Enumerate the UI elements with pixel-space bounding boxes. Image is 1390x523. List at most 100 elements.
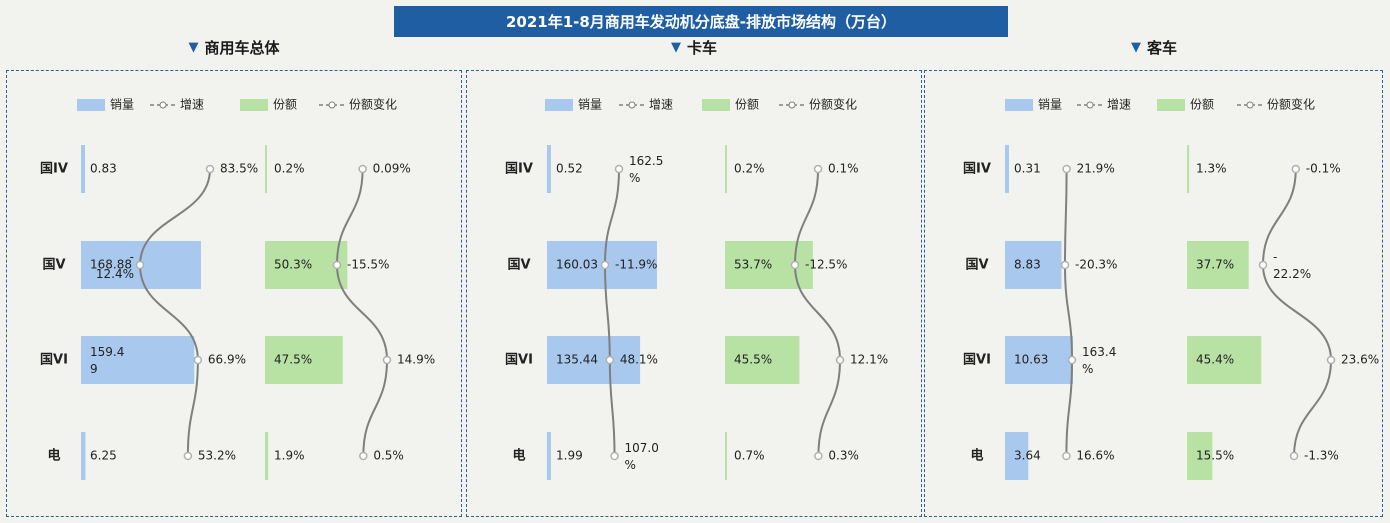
share-bar [725, 145, 727, 193]
share-change-point [332, 260, 342, 270]
growth-point [605, 355, 615, 365]
share-change-point [835, 355, 845, 365]
share-label: 53.7% [734, 258, 772, 272]
sales-label: 135.44 [556, 353, 598, 367]
panel-title-bus-text: 客车 [1146, 38, 1177, 57]
sales-label: 1.99 [556, 449, 583, 463]
share-change-point [813, 164, 823, 174]
share-label: 0.2% [734, 162, 765, 176]
legend-marker-share-change [788, 101, 796, 109]
share-change-point [814, 451, 823, 461]
share-label: 45.4% [1196, 353, 1234, 367]
growth-label: 21.9% [1077, 162, 1115, 176]
growth-point [600, 260, 610, 270]
category-label: 国IV [40, 162, 68, 177]
share-change-point [1326, 355, 1336, 365]
growth-point [183, 451, 193, 461]
legend-marker-growth [159, 101, 167, 109]
share-change-label: 0.09% [373, 162, 411, 176]
growth-label: -20.3% [1075, 258, 1117, 272]
share-label: 0.2% [274, 162, 305, 176]
legend-marker-share-change [328, 101, 336, 109]
legend-swatch-share [240, 99, 268, 111]
panel-title-truck-text: 卡车 [686, 38, 717, 57]
legend-marker-share-change [1246, 101, 1254, 109]
growth-line [1063, 168, 1074, 457]
panel-title-total: ▼ 商用车总体 [6, 36, 462, 58]
share-bar [1187, 432, 1213, 480]
share-bar [1187, 336, 1262, 384]
sales-bar [1005, 432, 1029, 480]
legend-label-share-change: 份额变化 [349, 97, 397, 112]
sales-label: 8.83 [1014, 258, 1041, 272]
growth-line [138, 168, 211, 457]
growth-point [205, 164, 215, 174]
category-label: 国VI [963, 353, 991, 368]
share-change-line [793, 168, 842, 457]
share-change-label: -0.1% [1306, 162, 1341, 176]
legend-label-sales: 销量 [1038, 98, 1062, 112]
sales-bar [547, 145, 551, 193]
sales-label: 0.83 [90, 162, 117, 176]
share-label: 37.7% [1196, 258, 1234, 272]
legend-label-growth: 增速 [1107, 98, 1131, 112]
sales-bar [81, 336, 195, 384]
sales-label: 10.63 [1014, 353, 1048, 367]
growth-label: 48.1% [620, 353, 658, 367]
panel-title-bus: ▼ 客车 [926, 36, 1382, 58]
share-change-label: 0.1% [828, 162, 859, 176]
growth-point [1062, 451, 1071, 461]
share-bar [725, 432, 727, 480]
share-change-point [1291, 164, 1301, 174]
growth-point [193, 355, 203, 365]
sales-bar [81, 432, 86, 480]
growth-label: -12.4% [96, 250, 134, 281]
sales-label: 3.64 [1014, 449, 1041, 463]
sales-label: 160.03 [556, 258, 598, 272]
share-bar [265, 432, 269, 480]
panel-total: 销量 增速 份额 份额变化 国IV 0.83 0.2% 国V 168.88 50.3% 国VI 159… [6, 70, 462, 517]
category-label: 电 [970, 448, 983, 464]
category-label: 国V [507, 258, 530, 273]
chart-title: 2021年1-8月商用车发动机分底盘-排放市场结构（万台） [394, 6, 1008, 37]
share-change-label: 0.5% [373, 449, 404, 463]
sales-bar [1005, 241, 1062, 289]
share-change-line [1261, 168, 1333, 457]
share-change-point [382, 355, 392, 365]
growth-label: 53.2% [198, 449, 236, 463]
growth-label: 107.0% [625, 441, 659, 472]
legend-label-growth: 增速 [180, 98, 204, 112]
share-label: 0.7% [734, 449, 765, 463]
share-change-label: -1.3% [1304, 449, 1339, 463]
sales-bar [1005, 145, 1009, 193]
share-label: 50.3% [274, 258, 312, 272]
share-label: 1.9% [274, 449, 305, 463]
growth-point [135, 260, 145, 270]
legend-swatch-share [1157, 99, 1185, 111]
growth-point [610, 451, 619, 461]
sales-label: 0.31 [1014, 162, 1041, 176]
triangle-icon: ▼ [188, 39, 199, 55]
sales-bar [547, 432, 551, 480]
sales-label: 159.4 9 [90, 345, 124, 376]
legend-label-share-change: 份额变化 [1267, 97, 1315, 112]
growth-point [614, 164, 624, 174]
legend-label-share: 份额 [273, 98, 297, 112]
legend-label-growth: 增速 [649, 98, 673, 112]
share-change-label: 0.3% [828, 449, 859, 463]
share-change-label: -15.5% [347, 258, 389, 272]
legend-label-share-change: 份额变化 [809, 97, 857, 112]
sales-label: 6.25 [90, 449, 117, 463]
share-change-point [1289, 451, 1299, 461]
category-label: 电 [47, 448, 60, 464]
share-change-label: 12.1% [850, 353, 888, 367]
triangle-icon: ▼ [670, 39, 681, 55]
growth-label: 162.5% [629, 154, 663, 185]
share-label: 47.5% [274, 353, 312, 367]
legend-swatch-sales [545, 99, 573, 111]
growth-line [603, 168, 620, 457]
growth-label: 66.9% [208, 353, 246, 367]
legend-label-sales: 销量 [110, 98, 134, 112]
triangle-icon: ▼ [1130, 39, 1141, 55]
